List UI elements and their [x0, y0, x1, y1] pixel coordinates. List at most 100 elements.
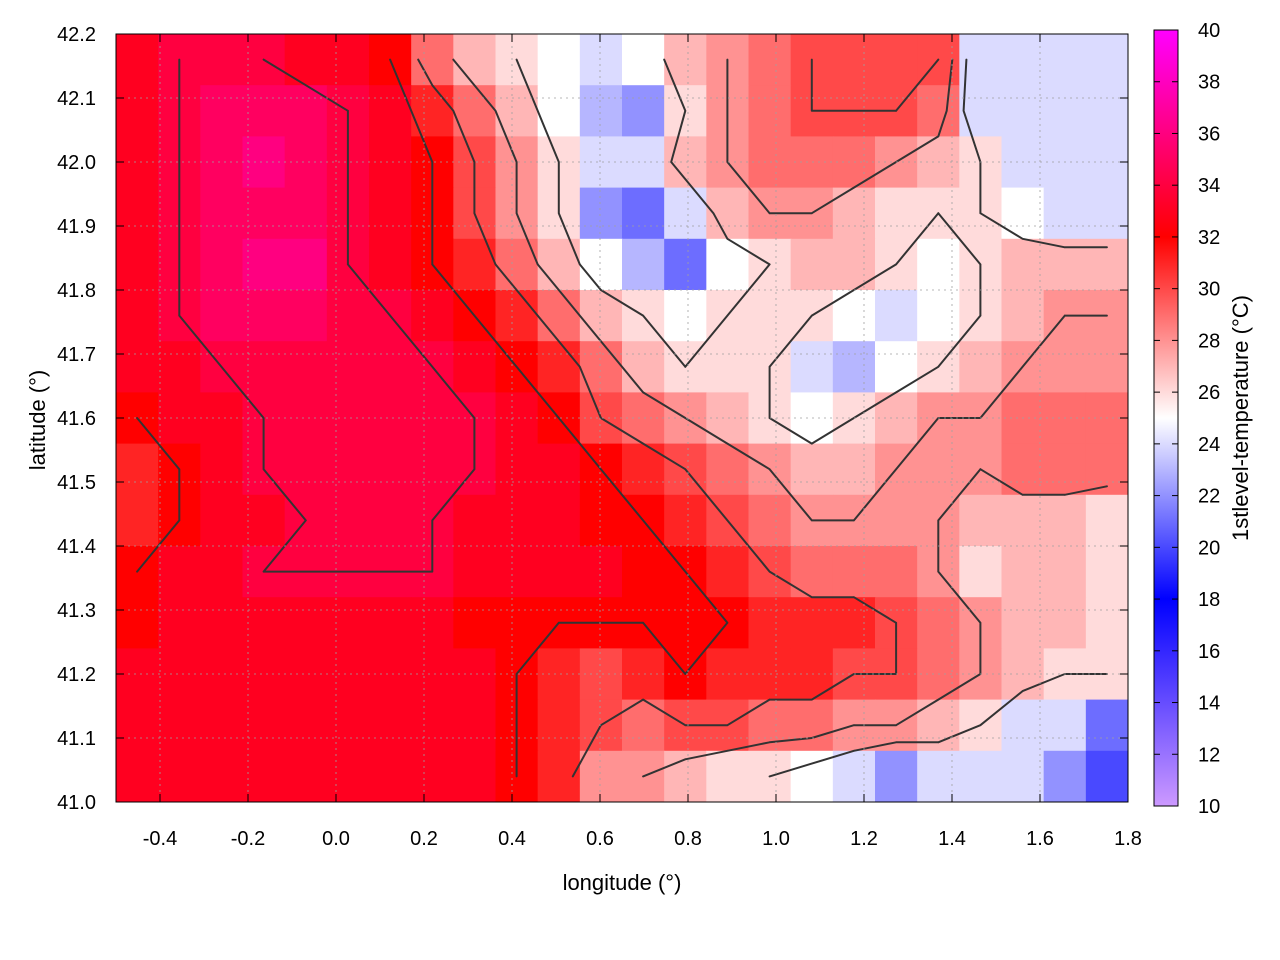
- x-tick-label: -0.4: [143, 828, 177, 850]
- heatmap-cell: [116, 597, 159, 649]
- heatmap-cell: [200, 546, 244, 598]
- heatmap-cell: [200, 34, 244, 86]
- x-tick-label: 0.8: [674, 828, 702, 850]
- heatmap-cell: [116, 187, 159, 240]
- heatmap-cell: [116, 750, 159, 802]
- heatmap-cell: [1043, 750, 1087, 802]
- heatmap-cell: [622, 648, 665, 701]
- x-tick-label: 1.6: [1026, 828, 1054, 850]
- heatmap-cell: [116, 85, 159, 137]
- y-tick-label: 42.1: [57, 88, 96, 110]
- heatmap-cell: [369, 443, 412, 496]
- heatmap-cell: [116, 238, 159, 291]
- heatmap-cell: [326, 750, 370, 802]
- heatmap-cell: [537, 238, 581, 291]
- heatmap-cell: [832, 597, 876, 649]
- heatmap-cell: [1085, 699, 1128, 752]
- heatmap-cell: [959, 546, 1003, 598]
- x-tick-label: 1.0: [762, 828, 790, 850]
- heatmap-cell: [200, 443, 244, 496]
- heatmap-cell: [537, 34, 581, 86]
- colorbar-tick-label: 10: [1198, 796, 1220, 818]
- heatmap-cell: [622, 341, 665, 393]
- heatmap-cell: [284, 597, 328, 649]
- heatmap-cell: [242, 341, 286, 393]
- heatmap-cell: [326, 699, 370, 752]
- heatmap-cell: [706, 546, 750, 598]
- heatmap-cell: [1001, 238, 1045, 291]
- heatmap-cell: [959, 494, 1003, 547]
- heatmap-cell: [579, 290, 623, 342]
- heatmap-cell: [158, 750, 201, 802]
- x-axis: -0.4 -0.2 0.0 0.2 0.4 0.6 0.8 1.0 1.2 1.4 1.6 1.8: [143, 34, 1142, 850]
- heatmap-cell: [116, 341, 159, 393]
- heatmap-cell: [622, 136, 665, 189]
- heatmap-cell: [917, 750, 960, 802]
- heatmap-cell: [158, 546, 201, 598]
- heatmap-cell: [242, 238, 286, 291]
- heatmap-cell: [116, 290, 159, 342]
- y-tick-label: 41.4: [57, 536, 96, 558]
- heatmap-cell: [706, 648, 750, 701]
- heatmap-cell: [453, 494, 497, 547]
- heatmap-cell: [369, 597, 412, 649]
- heatmap-cell: [579, 136, 623, 189]
- heatmap-cell: [411, 290, 454, 342]
- heatmap-cell: [875, 290, 918, 342]
- y-tick-label: 41.3: [57, 600, 96, 622]
- heatmap-cell: [579, 648, 623, 701]
- heatmap-cell: [579, 238, 623, 291]
- heatmap-cell: [917, 238, 960, 291]
- colorbar-tick-label: 36: [1198, 123, 1220, 145]
- heatmap-cell: [1001, 85, 1045, 137]
- heatmap-cell: [875, 34, 918, 86]
- heatmap-cell: [369, 85, 412, 137]
- heatmap-cell: [790, 699, 834, 752]
- colorbar-title: 1stlevel-temperature (°C): [1228, 295, 1253, 541]
- heatmap-cell: [242, 699, 286, 752]
- heatmap-cell: [537, 494, 581, 547]
- heatmap-cell: [579, 85, 623, 137]
- heatmap-cell: [495, 443, 539, 496]
- heatmap-cell: [284, 187, 328, 240]
- heatmap-cell: [579, 750, 623, 802]
- heatmap-cell: [917, 443, 960, 496]
- heatmap-cell: [748, 34, 792, 86]
- heatmap-cell: [832, 443, 876, 496]
- heatmap-cell: [284, 750, 328, 802]
- heatmap-cell: [1001, 597, 1045, 649]
- heatmap-cell: [411, 597, 454, 649]
- heatmap-cell: [116, 699, 159, 752]
- heatmap-cell: [875, 341, 918, 393]
- y-tick-label: 42.2: [57, 24, 96, 46]
- heatmap-cell: [664, 290, 707, 342]
- colorbar-tick-label: 16: [1198, 641, 1220, 663]
- heatmap-cell: [284, 699, 328, 752]
- colorbar-tick-label: 38: [1198, 72, 1220, 94]
- heatmap-cell: [495, 238, 539, 291]
- x-tick-label: -0.2: [231, 828, 265, 850]
- heatmap-cell: [1085, 443, 1128, 496]
- heatmap-cell: [1043, 187, 1087, 240]
- heatmap-cell: [790, 238, 834, 291]
- heatmap-cell: [832, 546, 876, 598]
- heatmap-cell: [284, 34, 328, 86]
- heatmap-cell: [706, 750, 750, 802]
- heatmap-cell: [242, 290, 286, 342]
- heatmap-cell: [326, 290, 370, 342]
- heatmap-cell: [706, 392, 750, 445]
- heatmap-cell: [453, 341, 497, 393]
- heatmap-cell: [917, 290, 960, 342]
- heatmap-cell: [200, 238, 244, 291]
- colorbar-tick-label: 20: [1198, 537, 1220, 559]
- heatmap-cell: [369, 699, 412, 752]
- heatmap-cell: [832, 750, 876, 802]
- y-tick-label: 41.5: [57, 472, 96, 494]
- heatmap-cell: [284, 85, 328, 137]
- heatmap-cell: [326, 443, 370, 496]
- heatmap-cell: [1043, 341, 1087, 393]
- heatmap-cell: [664, 238, 707, 291]
- heatmap-cell: [200, 494, 244, 547]
- heatmap-cell: [959, 750, 1003, 802]
- heatmap-cell: [369, 341, 412, 393]
